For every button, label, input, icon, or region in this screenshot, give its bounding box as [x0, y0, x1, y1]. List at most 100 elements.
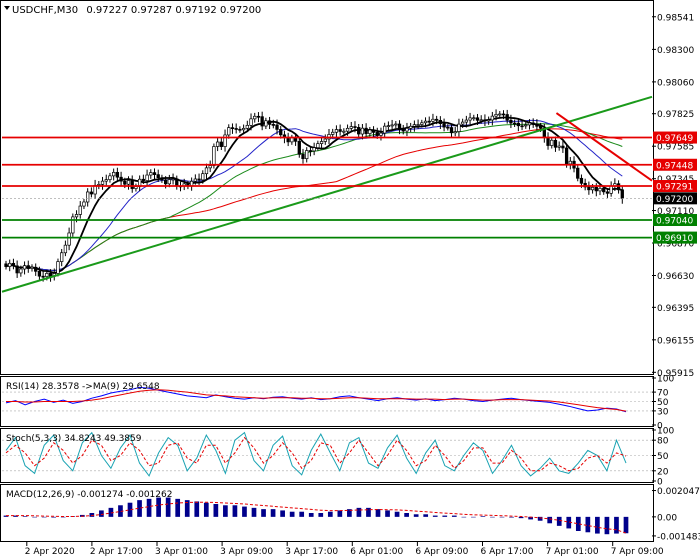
candle-body [71, 216, 75, 234]
candle-body [423, 120, 428, 124]
macd-bar [585, 516, 591, 533]
candle-body [22, 265, 27, 270]
price-tick-label: 0.96630 [657, 272, 694, 282]
candle-body [416, 124, 420, 126]
indicator-tick-label: 100 [657, 375, 674, 385]
macd-signal-line [6, 501, 627, 534]
macd-bar [566, 516, 572, 529]
candle-body [48, 272, 53, 277]
price-level-label: 0.96910 [656, 234, 693, 244]
candle-body [561, 145, 565, 149]
rsi-title: RSI(14) 28.3578 ->MA(9) 29.6548 [6, 382, 160, 392]
candle-body [4, 263, 8, 267]
candle-body [249, 118, 253, 126]
candle-body [427, 120, 431, 123]
macd-bar [471, 516, 476, 518]
macd-bar [308, 513, 314, 517]
candle-body [316, 143, 320, 149]
macd-bar [118, 505, 123, 517]
candle-body [405, 127, 409, 132]
candle-body [460, 121, 465, 125]
time-tick-label: 2 Apr 2020 [25, 547, 75, 557]
time-tick-label: 3 Apr 17:00 [285, 547, 338, 557]
candle-body [19, 268, 23, 274]
macd-bar [41, 516, 47, 518]
candle-body [449, 127, 454, 134]
candle-body [483, 119, 487, 122]
current-price-label: 0.97200 [656, 195, 693, 205]
macd-bar [442, 515, 448, 517]
macd-bar [127, 502, 133, 517]
macd-panel: 0.002047 0.00 -0.001483 MACD(12,26,9) -0.00… [3, 487, 700, 542]
candle-body [223, 134, 227, 147]
indicator-tick-label: 30 [657, 407, 669, 417]
trendlines [1, 95, 653, 293]
candle-body [457, 123, 461, 132]
time-tick-label: 6 Apr 09:00 [415, 547, 468, 557]
candle-body [386, 125, 391, 127]
price-tick-label: 0.98060 [657, 78, 694, 88]
candle-body [357, 127, 361, 135]
macd-bar [232, 505, 238, 517]
candle-body [464, 119, 469, 123]
candle-body [368, 129, 372, 134]
macd-bar [423, 514, 429, 517]
indicator-tick-label: 0.002047 [657, 487, 700, 497]
candle-body [56, 261, 60, 274]
candle-body [412, 124, 417, 127]
candle-body [527, 122, 532, 126]
time-tick-label: 7 Apr 09:00 [611, 547, 664, 557]
candle-body [512, 122, 517, 125]
macd-bar [146, 498, 152, 517]
candle-body [438, 119, 443, 124]
price-tick-label: 0.96395 [657, 304, 694, 314]
candle-body [256, 115, 261, 118]
price-level-tag [653, 158, 697, 171]
collapse-triangle-icon[interactable] [4, 6, 10, 10]
time-tick-label: 6 Apr 17:00 [481, 547, 534, 557]
price-level-tag [653, 131, 697, 144]
macd-bar [537, 516, 543, 521]
macd-bar [194, 501, 200, 517]
candle-body [204, 167, 209, 175]
macd-bar [184, 500, 190, 517]
candle-body [531, 122, 535, 125]
candle-body [26, 265, 30, 269]
candle-body [193, 178, 197, 182]
macd-bar [547, 516, 553, 524]
macd-bar [60, 516, 66, 518]
macd-bar [490, 516, 495, 518]
macd-bar [137, 500, 142, 517]
stoch-line [5, 431, 627, 477]
macd-bar [518, 516, 524, 519]
indicator-tick-label: 50 [657, 398, 669, 408]
macd-bar [32, 516, 37, 518]
candle-body [115, 171, 120, 178]
candle-body [538, 125, 543, 129]
macd-bar [242, 506, 247, 517]
macd-bar [480, 516, 486, 517]
macd-bar [108, 507, 114, 517]
candle-body [163, 179, 168, 185]
candle-body [446, 126, 450, 129]
candle-body [279, 129, 283, 136]
candle-body [171, 178, 175, 181]
candle-body [498, 113, 502, 116]
candle-body [602, 187, 606, 193]
candle-body [594, 187, 598, 192]
indicator-tick-label: -0.001483 [657, 532, 700, 542]
candle-body [516, 122, 520, 127]
candle-body [472, 117, 476, 120]
ma-blue-line [5, 119, 623, 272]
price-tick-label: 0.97825 [657, 110, 694, 120]
current-price-tag [653, 192, 697, 205]
ohlc-values: 0.97227 0.97287 0.97192 0.97200 [86, 5, 261, 16]
candle-body [535, 124, 539, 127]
time-tick-label: 3 Apr 01:00 [155, 547, 208, 557]
macd-bar [99, 510, 104, 517]
indicator-tick-label: 0 [657, 422, 663, 432]
candle-body [605, 191, 610, 194]
candle-body [212, 146, 216, 166]
